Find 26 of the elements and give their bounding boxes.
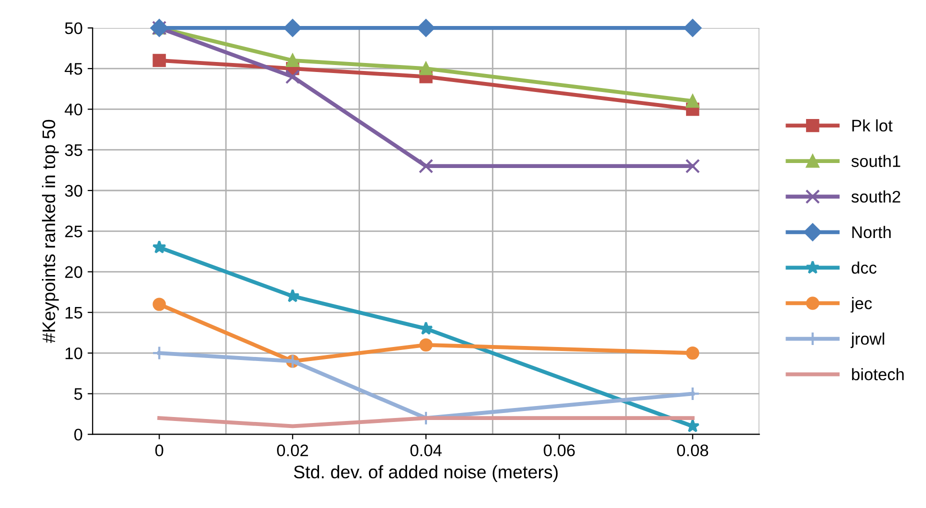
y-axis-title: #Keypoints ranked in top 50 [42,120,59,343]
y-tick-label: 5 [74,388,82,400]
x-tick-label: 0.08 [677,444,708,456]
legend-label: jrowl [850,332,884,348]
x-tick-label: 0 [155,444,164,456]
legend-label: south1 [851,154,900,168]
x-tick-label: 0.04 [410,444,442,456]
y-tick-label: 35 [64,144,82,156]
y-tick-label: 40 [64,104,82,116]
legend-label: jec [850,296,872,313]
y-tick-label: 50 [65,22,82,34]
y-tick-label: 45 [64,63,82,75]
legend-label: Pk lot [852,119,893,132]
y-tick-label: 15 [66,306,82,319]
x-tick-label: 0.02 [277,444,308,456]
legend-label: North [852,226,891,238]
y-tick-label: 30 [64,184,82,197]
legend-label: south2 [851,190,900,203]
y-tick-label: 20 [65,266,82,278]
y-tick-label: 10 [66,347,82,360]
y-tick-label: 25 [65,226,82,238]
x-tick-label: 0.06 [544,444,575,456]
legend-label: dcc [852,261,876,274]
legend-label: biotech [852,368,904,380]
y-tick-label: 0 [74,428,82,441]
x-axis-title: Std. dev. of added noise (meters) [294,465,558,482]
